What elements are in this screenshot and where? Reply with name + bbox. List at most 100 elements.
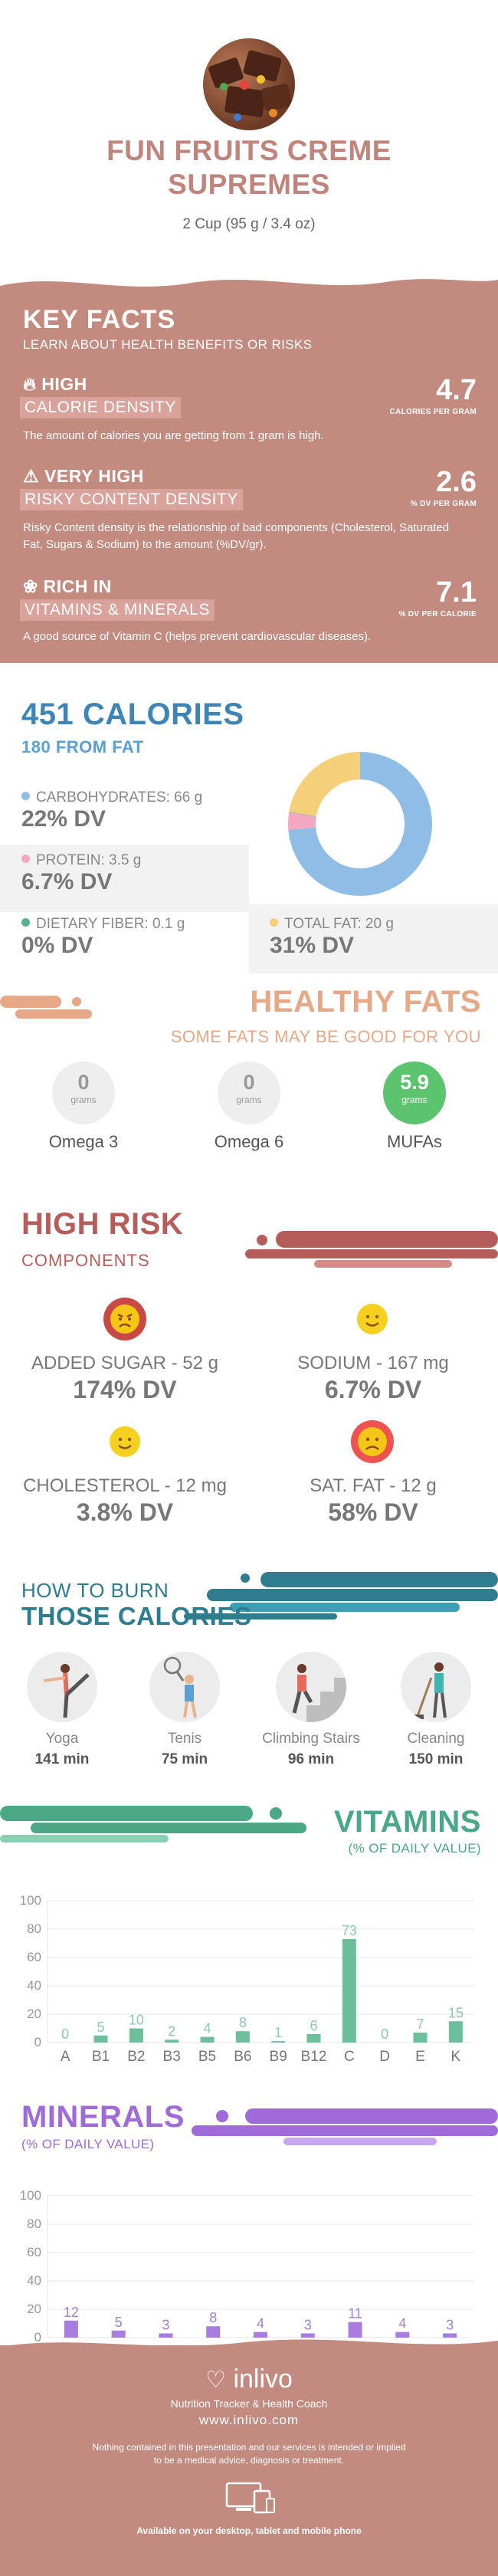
mineral-value-label-Fe: 3 [162, 2317, 169, 2332]
burn-decoration [184, 1572, 498, 1619]
added-sugar-label: ADDED SUGAR - 52 g [31, 1353, 219, 1373]
healthy-fats-row: 0 grams Omega 3 0 grams Omega 6 5.9 gram… [0, 1062, 498, 1169]
minerals-title: MINERALS [21, 2100, 185, 2134]
nutrient-protein: PROTEIN: 3.5 g 6.7% DV [21, 852, 142, 894]
vitamin-category-label-D: D [379, 2049, 390, 2065]
footer-disclaimer-2: to be a medical advice, diagnosis or tre… [153, 2455, 345, 2466]
fact-2-name: RISKY CONTENT DENSITY [20, 489, 244, 510]
donut-slice-protein [288, 752, 432, 896]
warning-icon: ⚠︎ [23, 466, 40, 486]
serving-size: 2 Cup (95 g / 3.4 oz) [182, 216, 316, 232]
mineral-bar-Cu [111, 2330, 126, 2338]
fat-band [249, 904, 498, 973]
omega3-badge: 0 grams [52, 1062, 115, 1124]
fact-1-text: The amount of calories you are getting f… [23, 429, 324, 442]
mineral-ytick-label: 0 [34, 2330, 41, 2345]
carbohydrates-dot-icon [21, 792, 30, 801]
key-facts-background [0, 279, 498, 663]
nutrient-fat: TOTAL FAT: 20 g 31% DV [270, 916, 394, 958]
leaf-icon: ❀ [23, 576, 38, 596]
yoga-icon [27, 1652, 97, 1722]
fact-3-unit: % DV PER CALORIE [398, 610, 477, 619]
fact-2-level: ⚠︎ VERY HIGH [23, 466, 144, 486]
calories-title: 451 CALORIES [21, 697, 244, 731]
donut-slice-fat [288, 752, 432, 896]
mineral-bar-Mg [254, 2332, 267, 2338]
footer-brand[interactable]: ♡ inlivo [205, 2364, 293, 2394]
vitamin-value-label-A: 0 [61, 2026, 69, 2042]
vitamin-ytick-label: 80 [27, 1921, 41, 1936]
vitamin-bar-C [342, 1938, 356, 2043]
fiber-dot-icon [21, 918, 30, 927]
mineral-value-label-Ca: 12 [64, 2305, 79, 2320]
calories-from-fat: 180 FROM FAT [21, 737, 144, 756]
vitamin-bar-B6 [235, 2031, 250, 2043]
fact-3-level: ❀ RICH IN [23, 576, 112, 596]
vitamins-bar-chart: 0 20 40 60 80 100 0 A 5 B1 10 B2 2 B3 4 B5 8 B6 1 B9 6 B12 73 C… [20, 1893, 473, 2065]
devices-icon [225, 2482, 275, 2514]
vitamin-category-label-A: A [61, 2049, 70, 2065]
mineral-ytick-label: 60 [27, 2245, 41, 2259]
vitamin-value-label-K: 15 [448, 2005, 464, 2020]
cholesterol-dv: 3.8% DV [76, 1498, 174, 1526]
vitamins-title: VITAMINS [333, 1805, 481, 1839]
vitamin-value-label-B1: 5 [97, 2020, 104, 2035]
heart-logo-icon: ♡ [205, 2368, 226, 2393]
vitamin-category-label-B12: B12 [301, 2049, 327, 2065]
high-risk-subtitle: COMPONENTS [21, 1251, 150, 1270]
vitamins-decoration [0, 1806, 306, 1843]
mineral-value-label-Zn: 3 [446, 2317, 454, 2332]
burn-title-line-1: HOW TO BURN [21, 1579, 169, 1602]
climbing-stairs-minutes: 96 min [287, 1751, 335, 1767]
fact-3-value: 7.1 [436, 576, 477, 609]
sodium-dv: 6.7% DV [324, 1376, 422, 1403]
macros-donut-chart [288, 752, 432, 896]
cleaning-minutes: 150 min [408, 1751, 464, 1767]
vitamin-value-label-B5: 4 [203, 2021, 211, 2036]
mineral-bar-Ca [64, 2320, 78, 2338]
vitamin-bar-K [448, 2021, 463, 2043]
mineral-value-label-P: 11 [348, 2306, 362, 2322]
mineral-bar-Se [395, 2332, 410, 2338]
vitamin-bar-E [413, 2033, 428, 2043]
mineral-ytick-label: 100 [20, 2188, 41, 2203]
vitamin-value-label-E: 7 [416, 2016, 424, 2032]
fact-1-unit: CALORIES PER GRAM [389, 408, 477, 416]
added-sugar-dv: 174% DV [73, 1376, 177, 1403]
fact-1-level: 🔥︎ HIGH [23, 374, 87, 394]
food-title: FUN FRUITS CREME SUPREMES [23, 134, 475, 202]
vitamin-bar-B9 [271, 2041, 286, 2043]
vitamin-value-label-D: 0 [381, 2026, 388, 2042]
risk-decoration [245, 1231, 498, 1268]
mineral-value-label-K: 8 [209, 2310, 217, 2325]
mufa-label: MUFAs [386, 1132, 443, 1151]
tennis-label: Tenis [167, 1731, 202, 1747]
omega6-badge: 0 grams [218, 1062, 280, 1124]
yoga-label: Yoga [45, 1731, 79, 1747]
sodium-label: SODIUM - 167 mg [297, 1353, 449, 1373]
mineral-value-label-Mn: 3 [304, 2317, 312, 2332]
protein-dot-icon [21, 855, 30, 864]
mineral-bar-Fe [159, 2333, 173, 2338]
vitamin-ytick-label: 40 [27, 1978, 41, 1993]
vitamin-bar-B2 [129, 2028, 143, 2043]
footer-devices: Available on your desktop, tablet and mo… [136, 2525, 362, 2536]
fact-2-unit: % DV PER GRAM [410, 500, 477, 508]
minerals-subtitle: (% OF DAILY VALUE) [21, 2137, 155, 2151]
cholesterol-label: CHOLESTEROL - 12 mg [23, 1475, 227, 1496]
vitamin-bar-B3 [165, 2039, 179, 2043]
angry-face-icon [103, 1298, 146, 1341]
high-risk-title: HIGH RISK [21, 1207, 184, 1241]
footer-url[interactable]: www.inlivo.com [198, 2413, 300, 2427]
footer-tagline: Nutrition Tracker & Health Coach [170, 2397, 328, 2410]
footer [0, 2345, 498, 2576]
mufa-badge: 5.9 grams [383, 1062, 446, 1124]
mineral-value-label-Mg: 4 [257, 2316, 264, 2332]
fact-2-value: 2.6 [436, 466, 477, 498]
fact-1-name: CALORIE DENSITY [20, 397, 182, 418]
fact-1-value: 4.7 [436, 374, 477, 406]
protein-band [0, 845, 249, 912]
flame-icon: 🔥︎ [23, 374, 37, 394]
fat-dot-icon [270, 918, 278, 927]
